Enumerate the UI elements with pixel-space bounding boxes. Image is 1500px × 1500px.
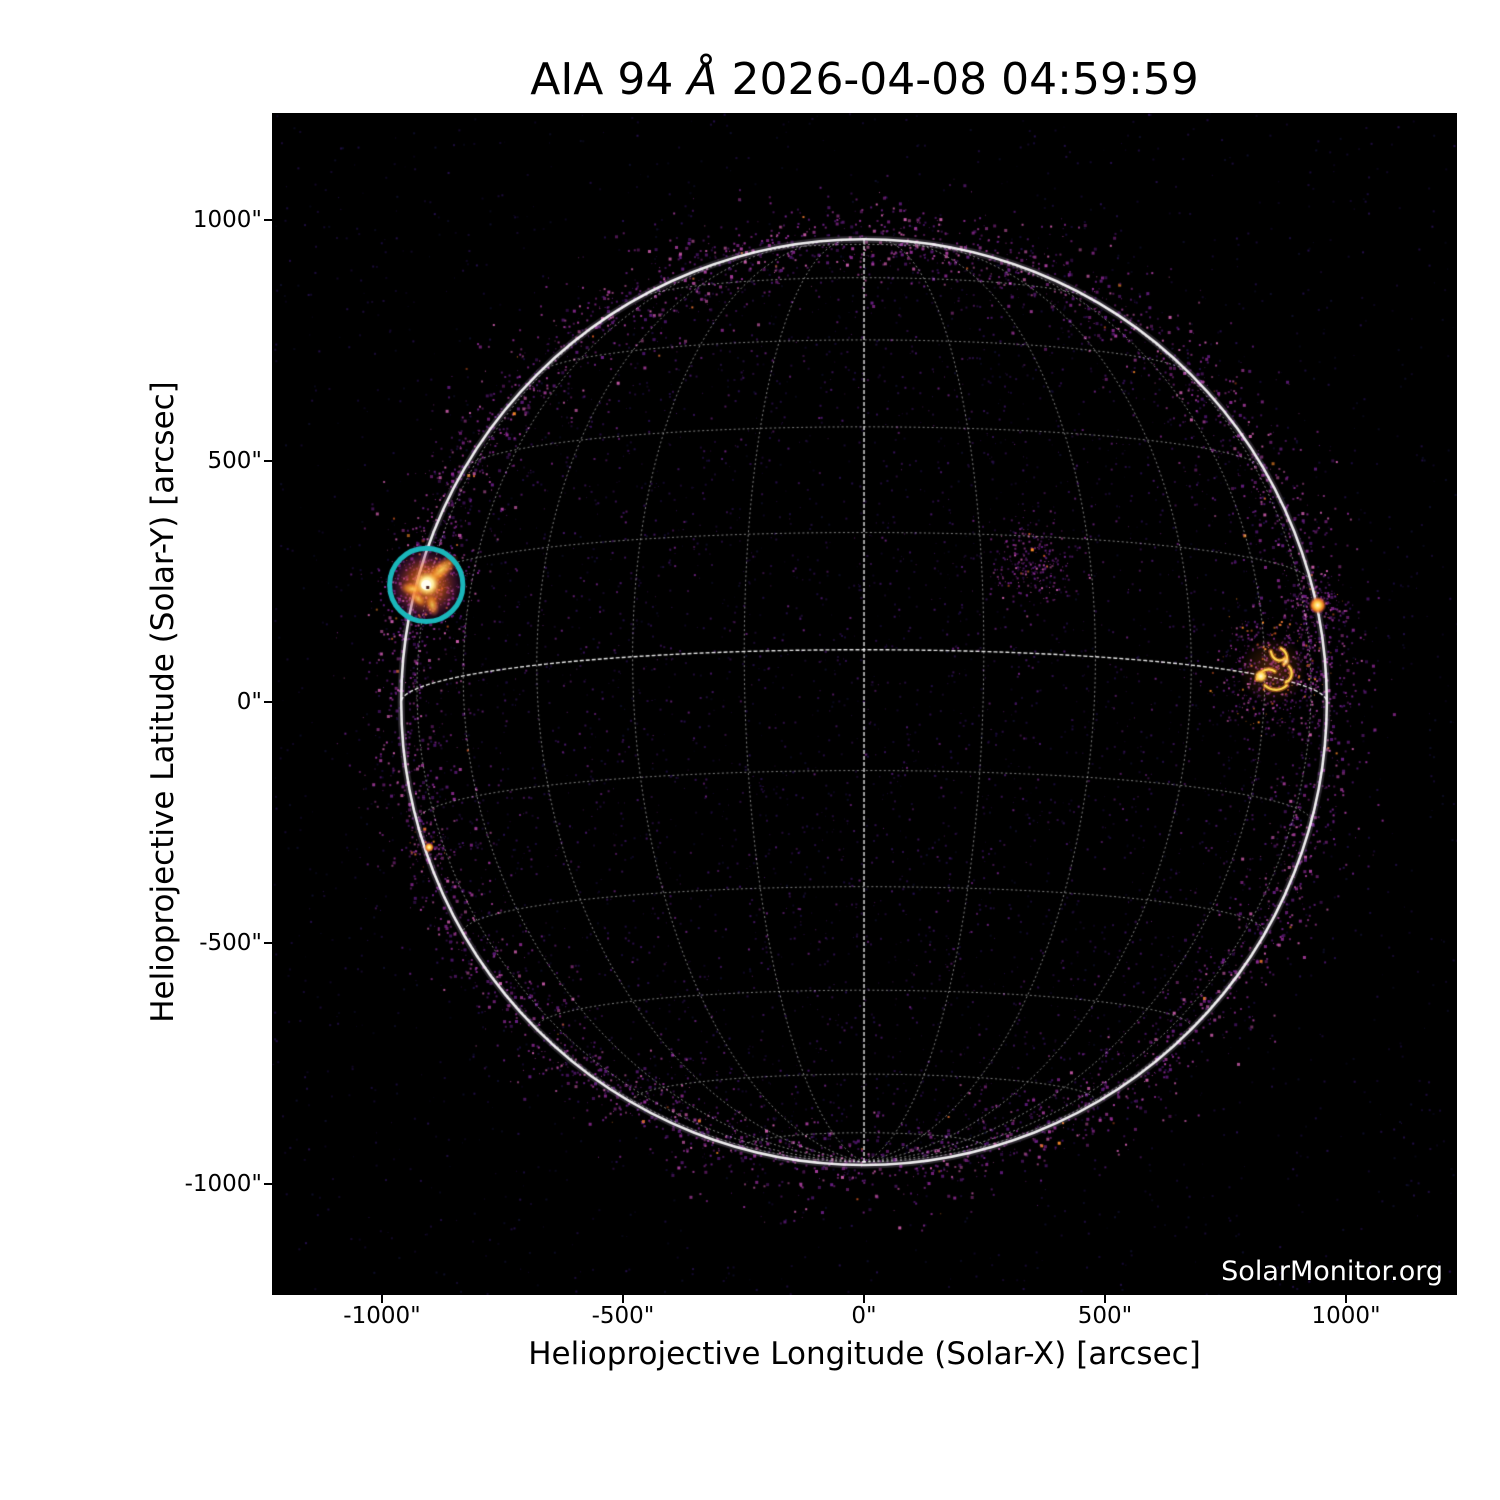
x-tick-label: -1000" <box>343 1303 421 1329</box>
x-tick-mark <box>381 1295 383 1303</box>
plot-area: SolarMonitor.org <box>272 113 1457 1295</box>
x-tick-mark <box>1345 1295 1347 1303</box>
y-tick-mark <box>264 942 272 944</box>
x-tick-label: 1000" <box>1311 1303 1381 1329</box>
y-tick-mark <box>264 1183 272 1185</box>
x-axis-label: Helioprojective Longitude (Solar-X) [arc… <box>528 1336 1201 1372</box>
x-tick-label: 0" <box>851 1303 877 1329</box>
x-tick-mark <box>1104 1295 1106 1303</box>
y-tick-label: 500" <box>207 448 262 474</box>
x-tick-mark <box>622 1295 624 1303</box>
y-tick-label: -500" <box>199 930 262 956</box>
y-tick-mark <box>264 460 272 462</box>
x-tick-label: 500" <box>1077 1303 1133 1329</box>
x-tick-label: -500" <box>591 1303 655 1329</box>
chart-title: AIA 94 Å 2026-04-08 04:59:59 <box>272 56 1457 104</box>
y-tick-mark <box>264 701 272 703</box>
angstrom-symbol: Å <box>687 54 718 105</box>
solar-image-canvas <box>272 113 1457 1295</box>
y-tick-label: 1000" <box>192 207 262 233</box>
title-datetime: 2026-04-08 04:59:59 <box>717 54 1199 105</box>
y-tick-label: 0" <box>236 689 262 715</box>
title-instrument: AIA 94 <box>530 54 688 105</box>
x-tick-mark <box>863 1295 865 1303</box>
y-tick-label: -1000" <box>184 1171 262 1197</box>
y-tick-mark <box>264 219 272 221</box>
watermark-text: SolarMonitor.org <box>1221 1256 1443 1287</box>
